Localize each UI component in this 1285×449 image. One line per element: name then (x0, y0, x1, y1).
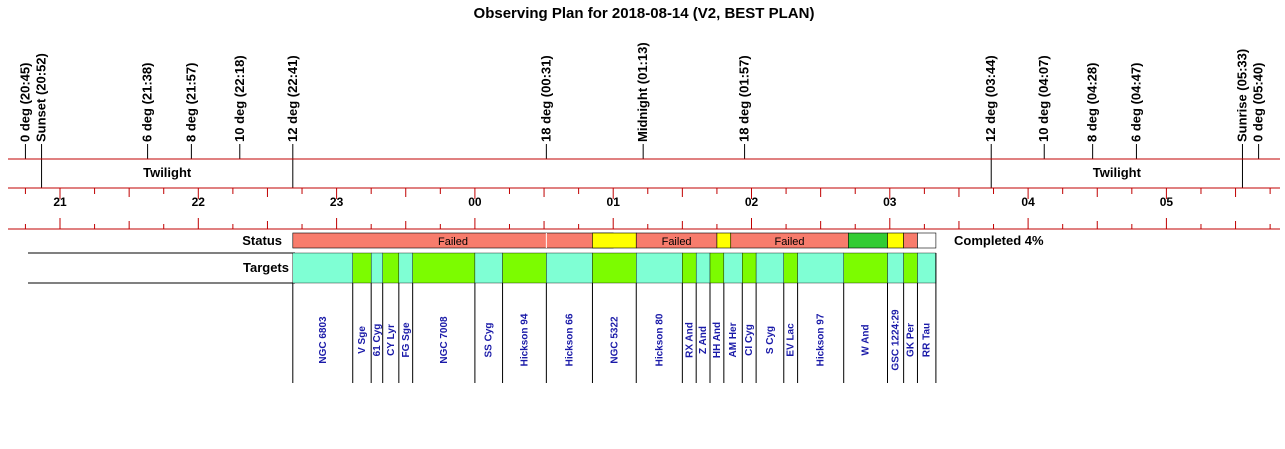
time-axis: 21 22 23 00 01 02 03 04 05 Twilight Twilight (8, 158, 1280, 230)
target-name: AM Her (728, 322, 739, 357)
hour-label: 01 (607, 195, 621, 209)
target-block (502, 252, 547, 284)
status-segment-label: Failed (662, 236, 692, 248)
target-block (546, 252, 593, 284)
hour-label: 22 (192, 195, 206, 209)
status-segment-pending (887, 232, 904, 249)
event-label: 18 deg (01:57) (737, 55, 752, 142)
target-block (887, 252, 904, 284)
target-block (352, 252, 372, 284)
target-block (412, 252, 476, 284)
target-name: 61 Cyg (372, 324, 383, 357)
status-segment-failed (903, 232, 918, 249)
event-label: Sunset (20:52) (34, 53, 49, 142)
target-block (474, 252, 503, 284)
target-block (903, 252, 918, 284)
status-segment-completed (848, 232, 888, 249)
event-label: 10 deg (22:18) (232, 55, 247, 142)
event-label: 6 deg (21:38) (140, 63, 155, 142)
target-name: HH And (712, 322, 723, 358)
target-block (742, 252, 757, 284)
twilight-label: Twilight (1093, 165, 1142, 180)
target-name: SS Cyg (484, 322, 495, 357)
target-block (709, 252, 725, 284)
status-segment-pending (716, 232, 732, 249)
target-block (797, 252, 844, 284)
event-label: Midnight (01:13) (635, 42, 650, 142)
target-name: CI Cyg (744, 324, 755, 356)
target-block (755, 252, 784, 284)
event-label: 12 deg (03:44) (983, 55, 998, 142)
target-block (292, 252, 353, 284)
targets-row: Targets NGC 6803 V Sge 61 Cyg CY Lyr FG Sge NG… (28, 252, 937, 383)
hour-label: 03 (883, 195, 897, 209)
event-label: 12 deg (22:41) (285, 55, 300, 142)
target-block (783, 252, 798, 284)
completion-text: Completed 4% (954, 233, 1044, 248)
target-name: W And (861, 324, 872, 355)
target-name: S Cyg (765, 326, 776, 354)
status-segment-label: Failed (438, 236, 468, 248)
target-name: CY Lyr (386, 324, 397, 356)
event-markers: 0 deg (20:45) Sunset (20:52) 6 deg (21:38)… (17, 42, 1266, 188)
target-name: NGC 5322 (609, 316, 620, 364)
status-segment-label: Failed (775, 236, 805, 248)
event-label: 18 deg (00:31) (538, 55, 553, 142)
status-row-label: Status (242, 233, 282, 248)
target-block (695, 252, 711, 284)
hour-label: 04 (1021, 195, 1035, 209)
hour-label: 00 (468, 195, 482, 209)
event-label: 10 deg (04:07) (1036, 55, 1051, 142)
event-label: 8 deg (21:57) (183, 63, 198, 142)
status-segment-empty (917, 232, 937, 249)
target-block (723, 252, 743, 284)
event-label: 8 deg (04:28) (1085, 63, 1100, 142)
hour-label: 02 (745, 195, 759, 209)
target-block (370, 252, 383, 284)
target-name: EV Lac (786, 323, 797, 357)
event-label: Sunrise (05:33) (1234, 49, 1249, 142)
target-block (636, 252, 683, 284)
twilight-label: Twilight (143, 165, 192, 180)
target-name: FG Sge (401, 322, 412, 357)
target-name: GSC 1224:29 (891, 309, 902, 371)
target-name: Hickson 80 (654, 313, 665, 366)
status-segment-pending (592, 232, 637, 249)
target-name: V Sge (357, 326, 368, 354)
target-name: GK Per (906, 323, 917, 357)
event-label: 0 deg (05:40) (1251, 63, 1266, 142)
target-name: NGC 6803 (318, 316, 329, 364)
target-block (398, 252, 413, 284)
hour-label: 05 (1160, 195, 1174, 209)
target-block (592, 252, 637, 284)
target-name: NGC 7008 (439, 316, 450, 364)
target-name: RR Tau (922, 323, 933, 357)
target-block (917, 252, 937, 284)
target-name: Hickson 66 (564, 313, 575, 366)
target-name: Hickson 97 (816, 313, 827, 366)
target-block (382, 252, 400, 284)
chart-title: Observing Plan for 2018-08-14 (V2, BEST … (474, 5, 815, 22)
status-row: Status Failed Failed Failed Completed 4% (242, 232, 1044, 249)
hour-label: 23 (330, 195, 344, 209)
target-block (682, 252, 697, 284)
target-block (843, 252, 888, 284)
target-name: Hickson 94 (519, 313, 530, 366)
event-label: 0 deg (20:45) (17, 63, 32, 142)
target-name: RX And (684, 322, 695, 358)
hour-label: 21 (53, 195, 67, 209)
target-name: Z And (698, 326, 709, 354)
event-label: 6 deg (04:47) (1128, 63, 1143, 142)
targets-row-label: Targets (243, 260, 289, 275)
